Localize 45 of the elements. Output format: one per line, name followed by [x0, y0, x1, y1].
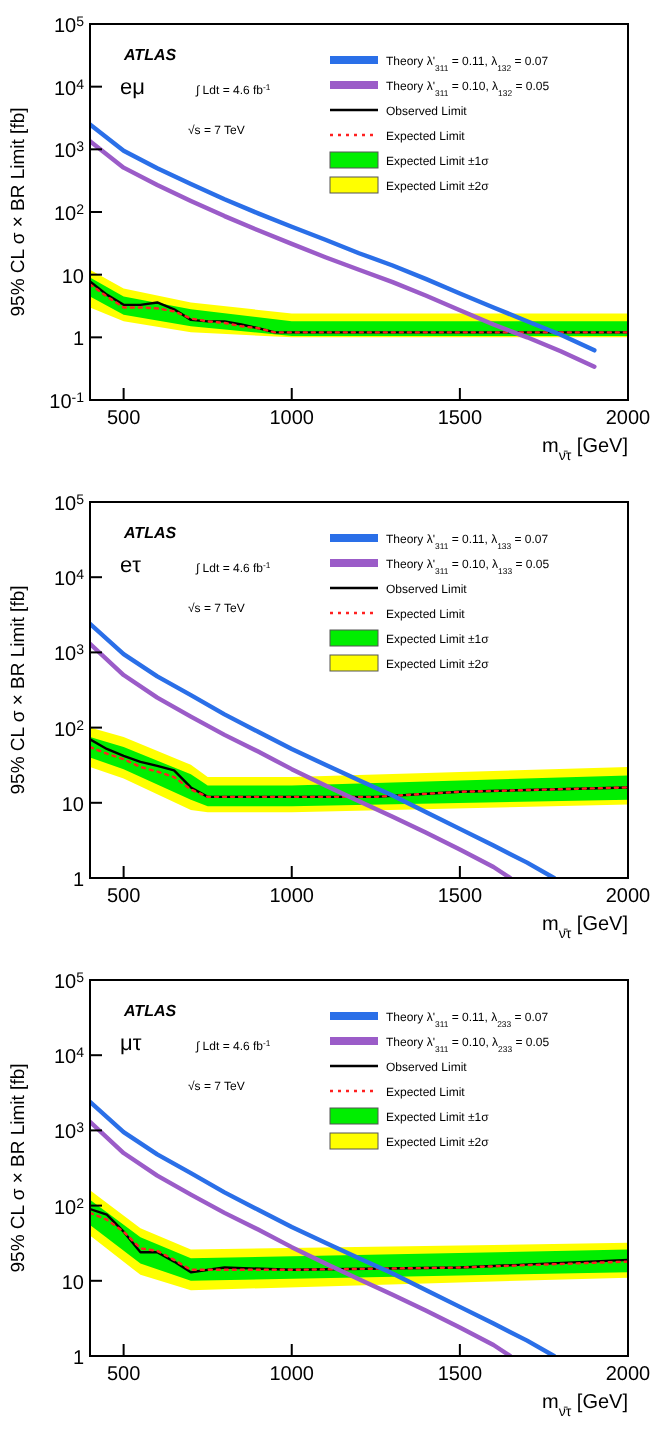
- x-tick-label: 500: [106, 408, 142, 430]
- x-tick-label: 2000: [605, 1364, 652, 1386]
- x-tick-label: 1000: [269, 1364, 315, 1386]
- y-tick-label: 10: [61, 794, 85, 817]
- x-tick-label: 1500: [437, 886, 483, 908]
- annotation: ATLAS: [122, 524, 178, 542]
- annotation: ATLAS: [122, 1002, 178, 1020]
- y-tick-label: 10$^{2}$: [53, 718, 85, 742]
- annotation: eτ: [120, 554, 143, 578]
- x-tick-label: 1000: [269, 886, 315, 908]
- x-axis-title: m$_{ν̄τ}$ [GeV]: [542, 1392, 629, 1419]
- y-tick-label: 10$^{5}$: [53, 971, 85, 994]
- annotation: eμ: [120, 76, 145, 100]
- y-tick-label: 10$^{3}$: [53, 1121, 85, 1145]
- y-axis-title: 95% CL σ × BR Limit [fb]: [8, 1063, 30, 1273]
- x-tick-label: 2000: [605, 886, 652, 908]
- y-tick-label: 10: [61, 266, 85, 289]
- x-tick-label: 500: [106, 886, 142, 908]
- annotation: μτ: [120, 1032, 143, 1056]
- y-tick-label: 1: [72, 870, 85, 892]
- y-tick-label: 10: [61, 1272, 85, 1295]
- y-tick-label: 10$^{-1}$: [49, 391, 85, 414]
- x-tick-label: 1500: [437, 408, 483, 430]
- x-tick-label: 500: [106, 1364, 142, 1386]
- y-tick-label: 10$^{2}$: [53, 203, 85, 226]
- x-axis-title: m$_{ν̄τ}$ [GeV]: [542, 914, 629, 941]
- x-tick-label: 1000: [269, 408, 315, 430]
- y-tick-label: 10$^{3}$: [53, 643, 85, 667]
- y-axis-title: 95% CL σ × BR Limit [fb]: [8, 585, 30, 795]
- y-tick-label: 10$^{5}$: [53, 493, 85, 516]
- x-tick-label: 2000: [605, 408, 652, 430]
- y-tick-label: 10$^{4}$: [53, 77, 85, 101]
- y-tick-label: 10$^{4}$: [53, 1046, 85, 1070]
- y-tick-label: 10$^{2}$: [53, 1196, 85, 1220]
- x-axis-title: m$_{ν̄τ}$ [GeV]: [542, 436, 629, 463]
- y-tick-label: 10$^{4}$: [53, 568, 85, 592]
- y-tick-label: 10$^{5}$: [53, 15, 85, 38]
- line-series: [90, 621, 557, 878]
- y-axis-title: 95% CL σ × BR Limit [fb]: [8, 107, 30, 317]
- y-tick-label: 1: [72, 329, 85, 352]
- x-tick-label: 1500: [437, 1364, 483, 1386]
- annotation: ATLAS: [122, 46, 178, 64]
- y-tick-label: 1: [72, 1348, 85, 1370]
- line-series: [90, 1099, 557, 1356]
- y-tick-label: 10$^{3}$: [53, 140, 85, 164]
